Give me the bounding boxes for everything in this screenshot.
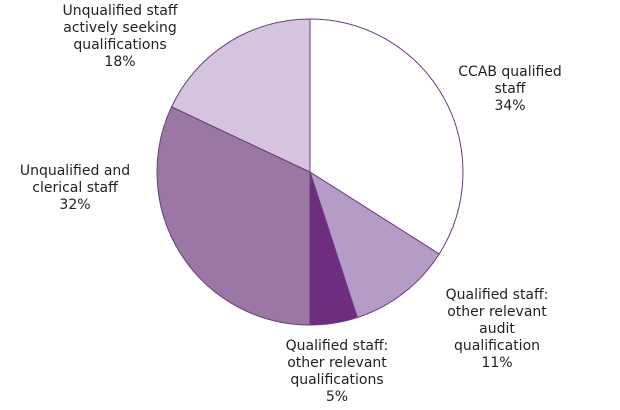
slice-label: Qualified staff: other relevant qualific… — [286, 338, 389, 406]
value-label: 32% — [59, 197, 91, 213]
category-label: Unqualified and clerical staff — [19, 163, 131, 196]
value-label: 34% — [494, 98, 526, 114]
slice-label: Unqualified and clerical staff 32% — [20, 163, 130, 214]
value-label: 5% — [325, 389, 349, 405]
category-label: Unqualified staff actively seeking quali… — [62, 3, 178, 53]
category-label: Qualified staff: other relevant qualific… — [285, 338, 389, 388]
slice-label: Qualified staff: other relevant audit qu… — [436, 287, 559, 372]
slice-label: CCAB qualified staff 34% — [455, 64, 565, 115]
pie-slice — [156, 106, 311, 326]
pie-slice — [309, 18, 464, 255]
slice-label: Unqualified staff actively seeking quali… — [62, 3, 177, 71]
category-label: CCAB qualified staff — [458, 64, 562, 97]
category-label: Qualified staff: other relevant audit qu… — [445, 287, 549, 354]
pie-slice — [309, 170, 440, 319]
value-label: 18% — [104, 54, 136, 70]
value-label: 11% — [481, 355, 513, 371]
pie-slice — [170, 18, 311, 173]
